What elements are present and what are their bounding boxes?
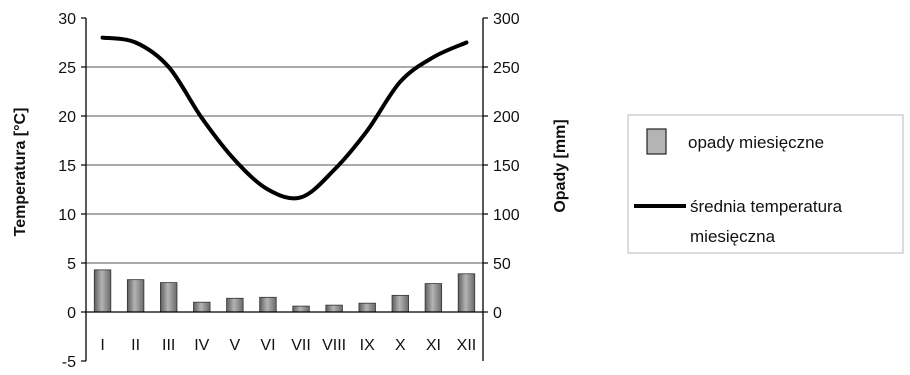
legend: opady miesięczne średnia temperatura mie… [628,115,903,253]
month-label: XII [457,337,477,354]
precipitation-bar [94,270,111,312]
legend-label-precipitation: opady miesięczne [688,133,824,152]
precipitation-bar [392,295,409,312]
precipitation-bars [94,270,474,312]
precipitation-bar [293,306,310,312]
precipitation-bar [260,297,277,312]
left-tick-label: 15 [58,158,76,175]
left-tick-label: 30 [58,11,76,28]
month-label: IX [360,337,375,354]
month-label: II [131,337,140,354]
left-tick-label: 0 [67,305,76,322]
right-tick-label: 50 [493,256,511,273]
precipitation-bar [194,302,211,312]
right-tick-label: 200 [493,109,520,126]
month-label: VI [260,337,275,354]
right-tick-label: 300 [493,11,520,28]
precipitation-bar [127,280,144,312]
month-label: V [230,337,241,354]
precipitation-bar [326,305,343,312]
left-tick-label: -5 [62,354,76,370]
left-axis-title: Temperatura [°C] [12,108,29,237]
month-label: I [100,337,104,354]
month-label: X [395,337,406,354]
left-tick-label: 5 [67,256,76,273]
month-label: IV [194,337,209,354]
left-tick-label: 10 [58,207,76,224]
left-tick-label: 20 [58,109,76,126]
right-axis-title: Opady [mm] [552,119,569,212]
precipitation-bar [425,284,442,312]
month-label: XI [426,337,441,354]
precipitation-bar [160,283,177,312]
right-tick-label: 0 [493,305,502,322]
left-tick-label: 25 [58,60,76,77]
month-label: III [162,337,175,354]
month-label: VII [291,337,311,354]
temperature-line-group [103,38,467,199]
precipitation-bar [359,303,376,312]
month-label: VIII [322,337,346,354]
grid-lines [86,67,483,263]
precipitation-bar [458,274,475,312]
temperature-line [103,38,467,199]
right-tick-label: 250 [493,60,520,77]
legend-bar-swatch [647,129,666,154]
precipitation-bar [227,298,244,312]
right-tick-label: 150 [493,158,520,175]
right-tick-label: 100 [493,207,520,224]
